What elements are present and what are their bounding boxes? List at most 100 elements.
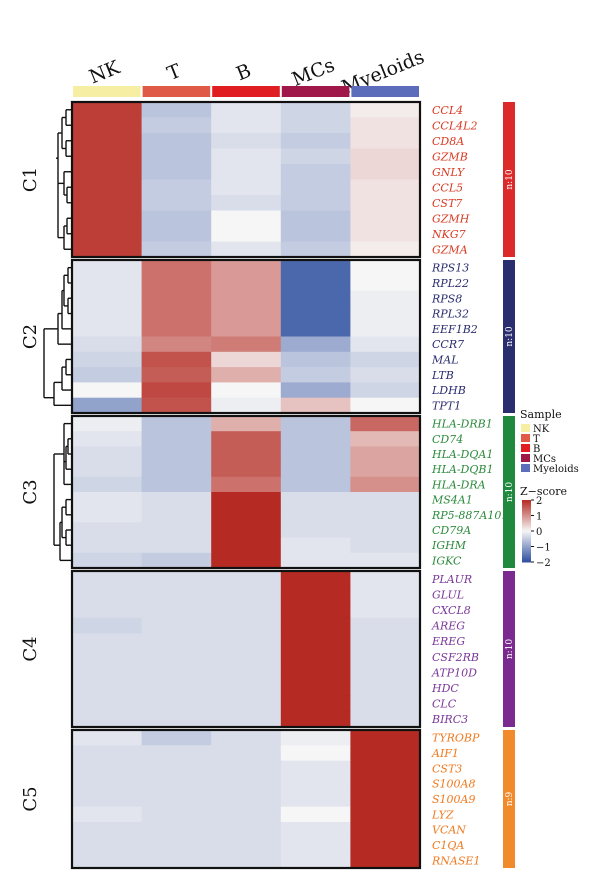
cluster-label: C2 (20, 324, 41, 349)
heatmap-cell (72, 711, 143, 728)
legend-zscore-gradient-step (522, 543, 531, 546)
heatmap-cell (280, 133, 351, 149)
heatmap-cell (72, 210, 143, 227)
gene-label: S100A9 (432, 793, 475, 806)
legend-zscore-gradient-step (522, 546, 531, 549)
legend-zscore-gradient-step (522, 555, 531, 558)
heatmap-cell (141, 431, 212, 447)
legend-zscore-gradient-step (522, 517, 531, 520)
legend-zscore-gradient-step (522, 506, 531, 509)
gene-label: RP5-887A10.1 (431, 509, 512, 522)
cluster-block-border (70, 569, 422, 729)
legend-zscore-gradient-step (522, 507, 531, 510)
heatmap-cell (211, 260, 282, 276)
heatmap-cell (280, 571, 351, 588)
heatmap-cell (211, 680, 282, 697)
legend-sample-label: B (533, 444, 540, 455)
heatmap-cell (211, 210, 282, 227)
heatmap-cell (350, 852, 421, 869)
heatmap-cell (141, 617, 212, 634)
heatmap-cell (280, 416, 351, 432)
legend-zscore-gradient-step (522, 510, 531, 513)
legend-zscore-gradient-step (522, 503, 531, 506)
heatmap-cell (280, 852, 351, 869)
legend-zscore-gradient-step (522, 518, 531, 521)
heatmap-cell (280, 492, 351, 508)
heatmap-cell (211, 822, 282, 838)
gene-label: CCR7 (432, 338, 464, 351)
gene-label: CD8A (432, 135, 464, 148)
column-annotation-cell (351, 86, 419, 97)
heatmap-cell (280, 179, 351, 196)
legend-zscore-gradient-step (522, 520, 531, 523)
heatmap-cell (350, 507, 421, 523)
heatmap-cell (72, 492, 143, 508)
gene-label: HLA-DRA (431, 478, 486, 491)
heatmap-cell (211, 602, 282, 619)
legend-zscore-gradient-step (522, 532, 531, 535)
gene-label: RPS13 (431, 262, 469, 275)
heatmap-cell (211, 179, 282, 196)
heatmap-cell (280, 776, 351, 792)
heatmap-cell (141, 602, 212, 619)
heatmap-cell (350, 397, 421, 414)
heatmap-cell (280, 586, 351, 603)
heatmap-cell (350, 552, 421, 569)
gene-label: CLC (432, 698, 457, 711)
heatmap-cell (211, 537, 282, 554)
heatmap-cell (141, 791, 212, 808)
cluster-color-bar (503, 260, 515, 413)
heatmap-cell (72, 822, 143, 838)
legend-zscore-gradient-step (522, 513, 531, 516)
heatmap-cell (350, 226, 421, 242)
heatmap-cell (280, 617, 351, 634)
cluster-count-label: n:10 (505, 482, 515, 503)
heatmap-cell (350, 837, 421, 854)
heatmap-cell (72, 522, 143, 539)
heatmap-cell (211, 290, 282, 307)
heatmap-cell (350, 102, 421, 118)
heatmap-cell (350, 571, 421, 588)
heatmap-cell (280, 305, 351, 322)
heatmap-cell (72, 552, 143, 569)
heatmap-cell (141, 522, 212, 539)
legend-zscore-gradient-step (522, 551, 531, 554)
legend-zscore-gradient-step (522, 504, 531, 507)
heatmap-cell (350, 617, 421, 634)
heatmap-cell (72, 476, 143, 493)
gene-label: MAL (431, 353, 459, 366)
heatmap-cell (211, 416, 282, 432)
gene-label: RPL32 (431, 308, 469, 321)
heatmap-cell (72, 776, 143, 792)
heatmap-cell (280, 760, 351, 777)
heatmap-cell (211, 397, 282, 414)
heatmap-cell (72, 461, 143, 478)
heatmap-cell (350, 133, 421, 149)
heatmap-cell (211, 695, 282, 712)
heatmap-cell (141, 837, 212, 854)
heatmap-cell (211, 837, 282, 854)
legend-zscore-gradient-step (522, 531, 531, 534)
heatmap-cell (280, 275, 351, 292)
heatmap-cell (211, 586, 282, 603)
heatmap-cell (350, 275, 421, 292)
legend-zscore-gradient-step (522, 526, 531, 529)
legend-zscore-gradient-step (522, 500, 531, 503)
legend-sample-swatch (521, 424, 530, 432)
column-annotation-cell (142, 86, 211, 97)
heatmap-cell (141, 241, 212, 258)
gene-label: CD74 (432, 433, 463, 446)
heatmap-cell (141, 695, 212, 712)
cluster-color-bar (503, 571, 515, 727)
heatmap-cell (280, 537, 351, 554)
heatmap-cell (350, 745, 421, 762)
heatmap-cell (350, 195, 421, 211)
heatmap-cell (350, 416, 421, 432)
gene-label: C1QA (432, 839, 464, 852)
gene-label: MS4A1 (431, 494, 473, 507)
heatmap-cell (211, 305, 282, 322)
gene-label: RPL22 (431, 277, 469, 290)
heatmap-cell (72, 730, 143, 746)
gene-label: HLA-DQA1 (431, 448, 493, 461)
legend-zscore-title: Z−score (520, 485, 567, 498)
